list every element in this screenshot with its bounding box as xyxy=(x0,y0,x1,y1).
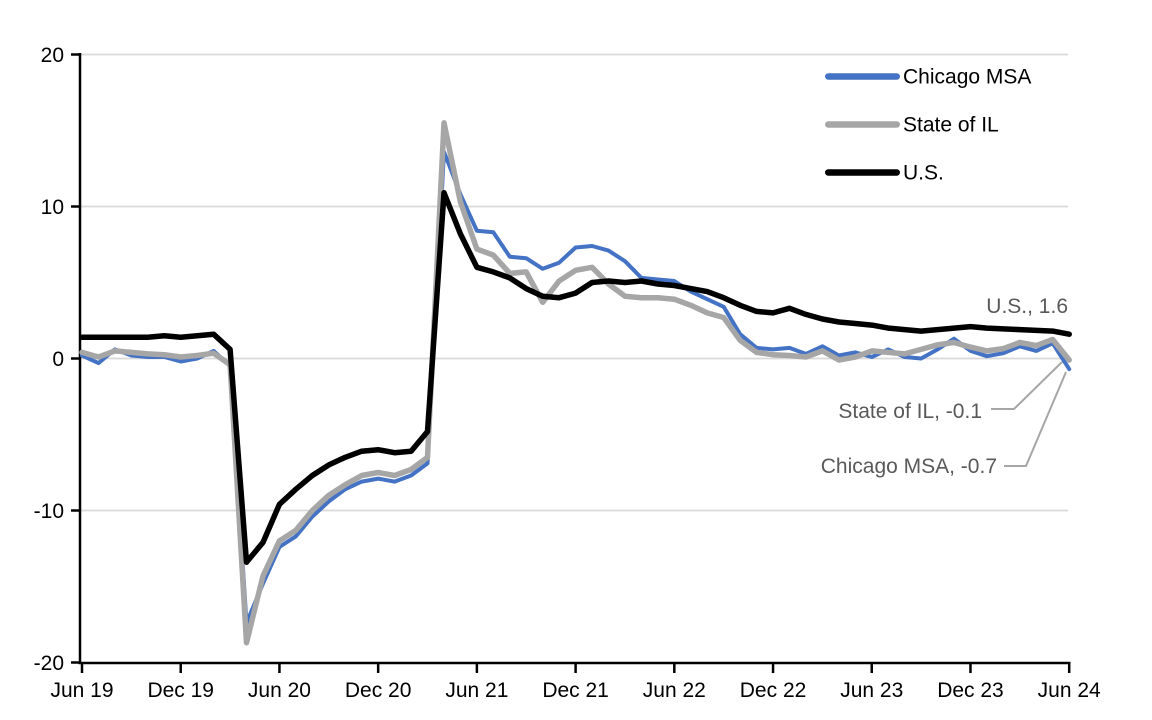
y-ticks-group: 20 10 0 -10 -20 xyxy=(34,44,80,675)
legend-label-us: U.S. xyxy=(903,162,944,185)
y-tick-label: 10 xyxy=(41,196,64,219)
annotation-leader-state-of-il xyxy=(991,361,1063,410)
x-tick-label: Jun 23 xyxy=(840,679,903,702)
x-ticks-group: Jun 19 Dec 19 Jun 20 Dec 20 Jun 21 Dec 21 Jun … xyxy=(50,663,1101,702)
x-tick-label: Jun 20 xyxy=(248,679,311,702)
series-line-state-of-il xyxy=(79,120,1072,646)
x-tick-label: Dec 19 xyxy=(147,679,214,702)
y-tick-label: 20 xyxy=(41,44,64,67)
legend-swatch-state-of-il xyxy=(825,121,900,128)
x-tick-label: Jun 19 xyxy=(50,679,113,702)
annotations-group: U.S., 1.6 State of IL, -0.1 Chicago MSA,… xyxy=(821,295,1068,478)
x-tick-label: Dec 21 xyxy=(542,679,609,702)
legend: Chicago MSA State of IL U.S. xyxy=(825,66,1031,185)
x-tick-label: Jun 22 xyxy=(643,679,706,702)
annotation-state-of-il-end-value: State of IL, -0.1 xyxy=(838,400,982,423)
y-tick-label: -20 xyxy=(34,652,64,675)
annotation-leader-chicago-msa xyxy=(1004,371,1067,467)
legend-swatch-us xyxy=(825,169,900,176)
x-tick-label: Dec 22 xyxy=(740,679,807,702)
annotation-us-end-value: U.S., 1.6 xyxy=(986,295,1068,318)
series-group xyxy=(79,120,1072,646)
x-tick-label: Jun 21 xyxy=(445,679,508,702)
x-tick-label: Dec 20 xyxy=(345,679,412,702)
x-tick-label: Jun 24 xyxy=(1038,679,1101,702)
y-tick-label: -10 xyxy=(34,500,64,523)
legend-swatch-chicago-msa xyxy=(825,73,900,80)
annotation-chicago-msa-end-value: Chicago MSA, -0.7 xyxy=(821,455,997,478)
legend-label-chicago-msa: Chicago MSA xyxy=(903,66,1031,89)
y-tick-label: 0 xyxy=(52,348,64,371)
x-tick-label: Dec 23 xyxy=(937,679,1004,702)
legend-label-state-of-il: State of IL xyxy=(903,114,999,137)
series-line-u-s xyxy=(79,190,1072,565)
